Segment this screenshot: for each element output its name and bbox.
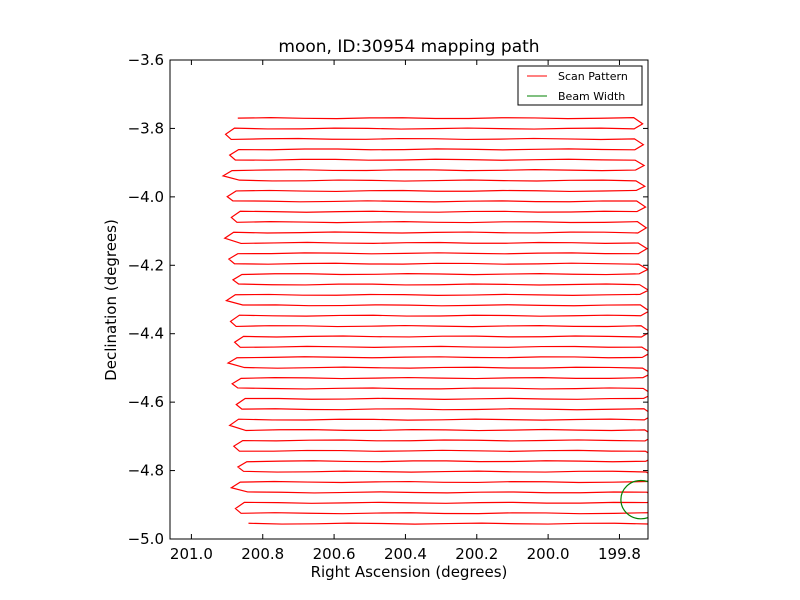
legend-box (517, 65, 643, 106)
x-tick-label: 200.6 (313, 545, 356, 563)
beam-width-circle (620, 479, 648, 520)
x-tick-label: 201.0 (170, 545, 213, 563)
y-tick-label: −3.6 (128, 51, 164, 69)
y-tick-label: −4.8 (128, 462, 164, 480)
x-tick-label: 200.8 (241, 545, 284, 563)
y-tick-label: −4.2 (128, 256, 164, 274)
plot-area (221, 117, 648, 525)
x-tick-label: 199.8 (598, 545, 641, 563)
chart-title: moon, ID:30954 mapping path (278, 37, 539, 57)
y-tick-label: −4.4 (128, 325, 164, 343)
y-axis-title: Declination (degrees) (102, 219, 120, 381)
y-axis: −3.6 −3.8 −4.0 −4.2 −4.4 −4.6 −4.8 −5.0 (128, 51, 648, 548)
legend: Scan Pattern Beam Width (517, 65, 643, 106)
legend-label-beam-width: Beam Width (558, 90, 625, 103)
x-axis: 201.0 200.8 200.6 200.4 200.2 200.0 199.8 (170, 60, 641, 563)
legend-label-scan-pattern: Scan Pattern (558, 70, 628, 83)
x-axis-title: Right Ascension (degrees) (311, 563, 508, 581)
y-tick-label: −3.8 (128, 119, 164, 137)
y-tick-label: −4.6 (128, 393, 164, 411)
x-tick-label: 200.0 (527, 545, 570, 563)
y-tick-label: −5.0 (128, 530, 164, 548)
plot-frame (169, 59, 649, 540)
y-tick-label: −4.0 (128, 188, 164, 206)
scan-pattern-line (221, 117, 648, 525)
x-tick-label: 200.4 (384, 545, 427, 563)
x-tick-label: 200.2 (455, 545, 498, 563)
